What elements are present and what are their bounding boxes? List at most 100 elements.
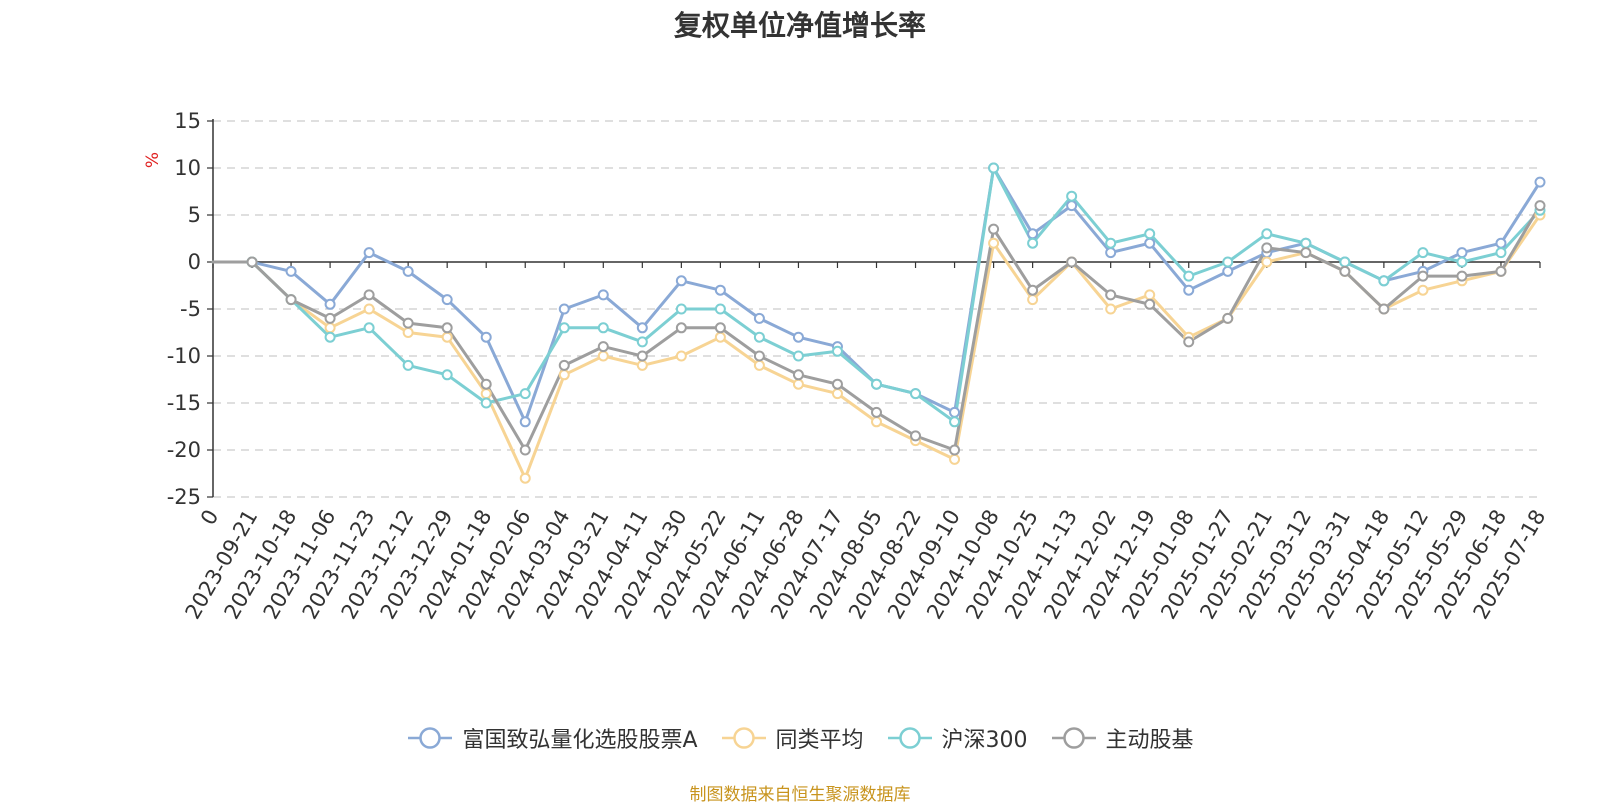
grid-lines <box>213 120 1540 498</box>
data-point <box>675 350 687 362</box>
data-point <box>597 289 609 301</box>
y-tick-label: 0 <box>188 250 201 274</box>
data-point <box>1534 176 1546 188</box>
data-point <box>1456 256 1468 268</box>
data-point <box>441 322 453 334</box>
data-point <box>363 289 375 301</box>
y-tick-label: -5 <box>180 297 201 321</box>
data-point <box>441 331 453 343</box>
data-point <box>1378 303 1390 315</box>
data-point <box>1417 284 1429 296</box>
legend-swatch <box>721 727 766 749</box>
data-point <box>1027 237 1039 249</box>
y-tick-label: -25 <box>167 485 201 509</box>
data-point <box>324 331 336 343</box>
data-point <box>1300 237 1312 249</box>
y-tick-label: 5 <box>188 203 201 227</box>
data-point <box>988 223 1000 235</box>
data-point <box>753 312 765 324</box>
data-point <box>441 369 453 381</box>
data-point <box>1339 265 1351 277</box>
data-point <box>675 322 687 334</box>
data-point <box>636 322 648 334</box>
data-point <box>1144 289 1156 301</box>
legend-label: 沪深300 <box>941 728 1028 753</box>
data-point <box>519 388 531 400</box>
data-point <box>558 303 570 315</box>
data-point <box>285 294 297 306</box>
data-point <box>1495 237 1507 249</box>
data-point <box>1261 256 1273 268</box>
data-point <box>363 322 375 334</box>
legend-label: 主动股基 <box>1105 728 1194 753</box>
data-point <box>1495 265 1507 277</box>
data-point <box>1378 275 1390 287</box>
data-point <box>1027 294 1039 306</box>
data-point <box>1105 303 1117 315</box>
y-tick-label: -20 <box>167 438 201 462</box>
data-point <box>402 327 414 338</box>
data-point <box>1183 270 1195 282</box>
y-tick-label: 10 <box>174 156 201 180</box>
data-point <box>246 256 258 268</box>
data-point <box>1300 247 1312 259</box>
data-point <box>949 416 961 428</box>
data-point <box>402 359 414 371</box>
data-point <box>1105 247 1117 259</box>
chart-title: 复权单位净值增长率 <box>673 9 926 42</box>
data-point <box>597 341 609 353</box>
data-point <box>1261 228 1273 240</box>
y-tick-label: 15 <box>174 109 201 133</box>
legend-marker <box>732 727 755 749</box>
data-point <box>1417 247 1429 259</box>
data-point <box>441 294 453 306</box>
data-point <box>675 303 687 315</box>
legend-swatch <box>408 727 453 749</box>
data-point <box>324 322 336 334</box>
legend-marker <box>1062 727 1085 749</box>
data-point <box>1456 247 1468 259</box>
data-point <box>1456 270 1468 282</box>
data-point <box>1144 298 1156 310</box>
data-point <box>558 369 570 381</box>
data-point <box>714 303 726 315</box>
data-point <box>1183 336 1195 348</box>
data-point <box>831 345 843 357</box>
data-point <box>714 322 726 334</box>
data-point <box>675 275 687 287</box>
legend-item[interactable]: 沪深300 <box>886 722 1028 754</box>
data-point <box>988 237 1000 249</box>
data-point <box>714 284 726 296</box>
data-point <box>831 378 843 390</box>
data-point <box>1183 284 1195 296</box>
data-point <box>636 350 648 362</box>
y-tick-label: -15 <box>167 391 201 415</box>
data-point <box>402 317 414 329</box>
data-point <box>1222 256 1234 268</box>
data-point <box>324 312 336 324</box>
data-point <box>597 322 609 334</box>
data-point <box>1066 190 1078 202</box>
data-point <box>285 265 297 277</box>
data-point <box>792 331 804 343</box>
data-point <box>1144 237 1156 249</box>
data-point <box>480 397 492 409</box>
y-axis-label: % <box>143 152 163 168</box>
data-point <box>1222 265 1234 277</box>
data-point <box>792 378 804 390</box>
source-note: 制图数据来自恒生聚源数据库 <box>689 785 911 805</box>
data-point <box>363 247 375 259</box>
legend-item[interactable]: 富国致弘量化选股股票A <box>406 722 698 754</box>
legend-item[interactable]: 同类平均 <box>720 722 864 754</box>
data-point <box>1261 242 1273 254</box>
data-point <box>871 378 882 390</box>
legend-item[interactable]: 主动股基 <box>1050 722 1194 754</box>
legend-label: 富国致弘量化选股股票A <box>462 728 698 753</box>
data-point <box>949 444 961 456</box>
data-point <box>1105 289 1117 301</box>
data-point <box>1534 200 1546 212</box>
series-points <box>246 162 1546 484</box>
data-point <box>480 331 492 343</box>
data-point <box>831 388 843 400</box>
